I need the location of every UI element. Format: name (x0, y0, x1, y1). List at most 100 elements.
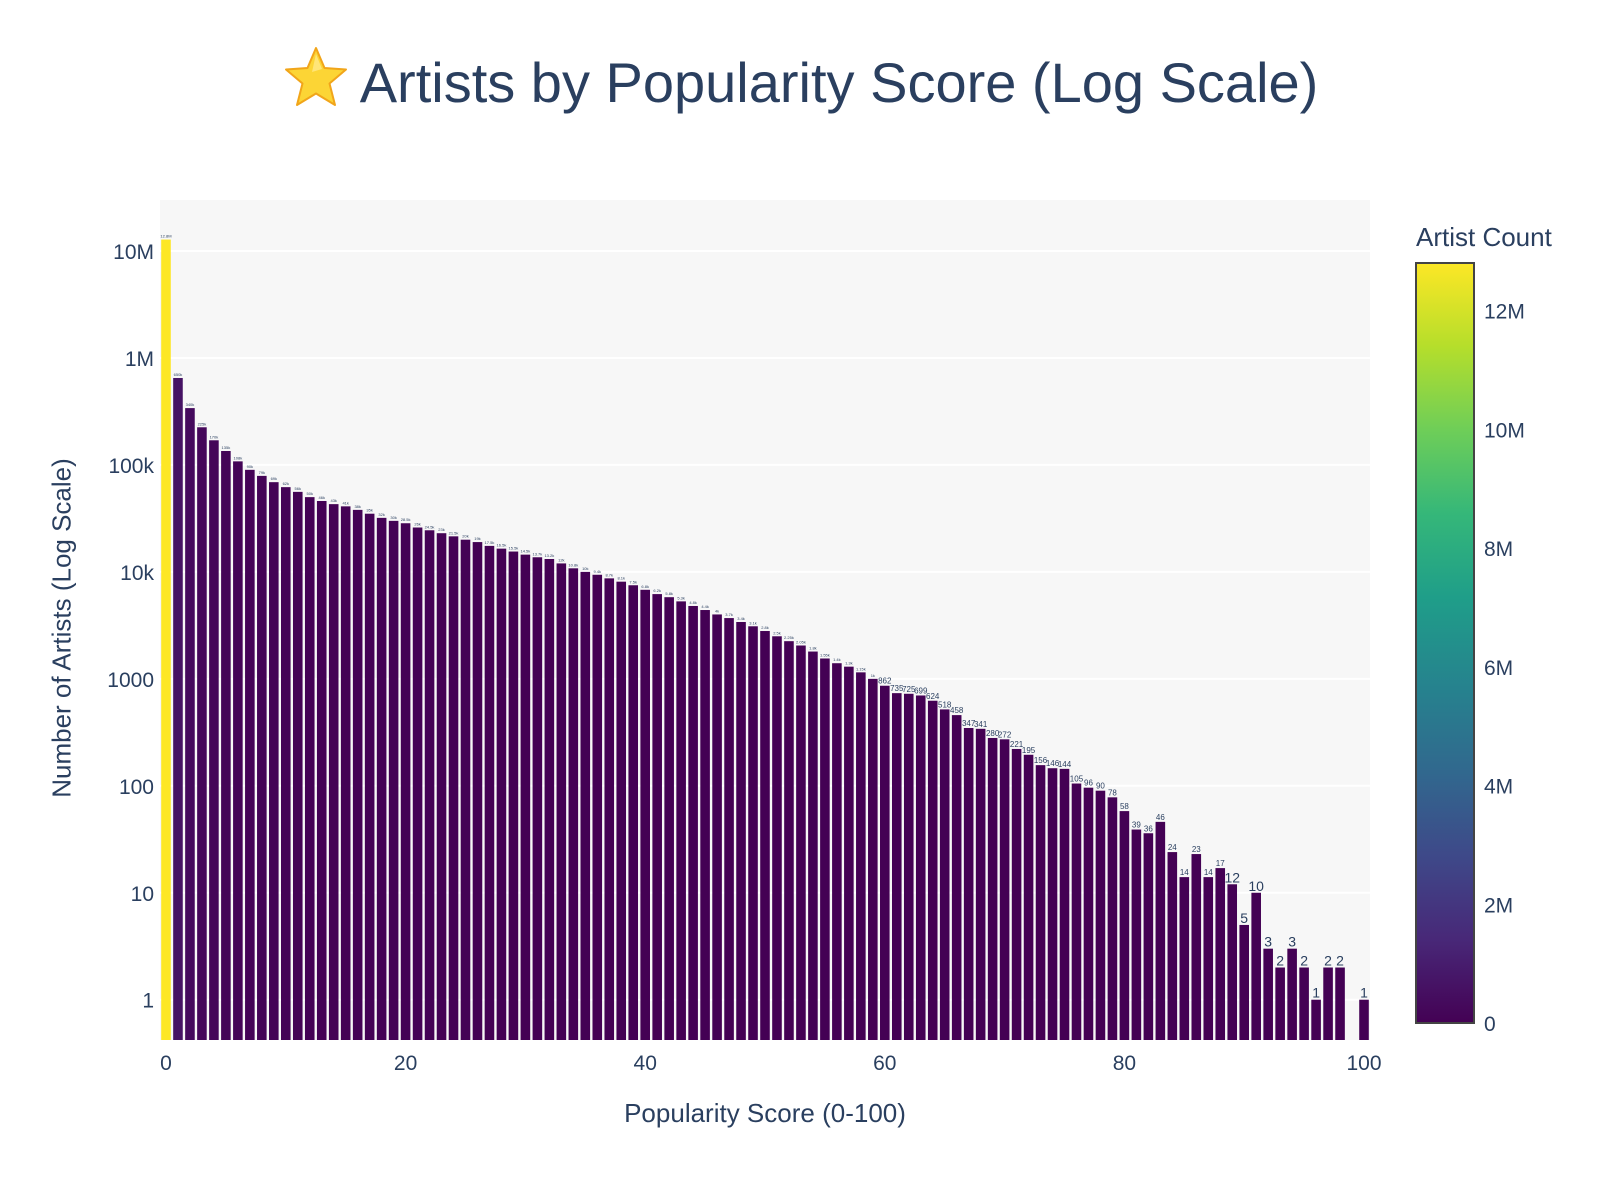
bar[interactable] (832, 663, 842, 1040)
bar[interactable] (412, 527, 423, 1040)
bar[interactable] (1167, 852, 1178, 1040)
bar[interactable] (448, 536, 459, 1040)
bar[interactable] (544, 558, 555, 1040)
bar[interactable] (796, 645, 806, 1040)
bar[interactable] (1155, 821, 1166, 1040)
bar[interactable] (784, 641, 794, 1040)
bar[interactable] (1359, 999, 1369, 1040)
bar[interactable] (1263, 948, 1273, 1040)
bar[interactable] (1191, 854, 1202, 1040)
bar[interactable] (999, 739, 1010, 1040)
bar[interactable] (975, 728, 986, 1040)
bar[interactable] (580, 571, 591, 1040)
bar[interactable] (1047, 768, 1058, 1040)
bar[interactable] (1227, 884, 1238, 1040)
bar[interactable] (161, 239, 171, 1040)
bar[interactable] (592, 574, 603, 1040)
bar[interactable] (1071, 783, 1082, 1040)
bar[interactable] (915, 695, 926, 1040)
bar[interactable] (1059, 768, 1070, 1040)
bar[interactable] (712, 614, 722, 1040)
bar[interactable] (173, 377, 183, 1040)
bar[interactable] (616, 581, 627, 1040)
bar[interactable] (748, 626, 758, 1040)
bar[interactable] (951, 715, 962, 1040)
bar[interactable] (700, 610, 710, 1040)
bar[interactable] (1215, 868, 1226, 1040)
bar[interactable] (1203, 877, 1214, 1040)
bar[interactable] (185, 408, 195, 1040)
bar[interactable] (364, 513, 375, 1040)
bar[interactable] (281, 487, 291, 1040)
bars[interactable] (161, 239, 1369, 1041)
bar[interactable] (233, 461, 243, 1040)
bar[interactable] (424, 530, 435, 1040)
bar[interactable] (1179, 877, 1190, 1040)
bar[interactable] (652, 594, 662, 1040)
bar[interactable] (388, 520, 399, 1040)
bar[interactable] (257, 475, 267, 1040)
bar[interactable] (604, 578, 615, 1040)
bar[interactable] (304, 497, 315, 1041)
bar[interactable] (820, 658, 830, 1040)
bar[interactable] (245, 469, 255, 1040)
bar[interactable] (927, 700, 938, 1040)
bar[interactable] (760, 631, 770, 1040)
bar[interactable] (903, 693, 914, 1040)
bar[interactable] (1107, 797, 1118, 1040)
bar[interactable] (221, 450, 231, 1040)
bar[interactable] (197, 427, 207, 1040)
bar[interactable] (891, 693, 902, 1040)
bar[interactable] (1083, 787, 1094, 1040)
bar[interactable] (772, 636, 782, 1040)
bar[interactable] (724, 618, 734, 1040)
bar[interactable] (1119, 811, 1130, 1040)
bar[interactable] (496, 548, 507, 1040)
bar[interactable] (508, 551, 519, 1040)
bar[interactable] (1299, 967, 1309, 1040)
bar[interactable] (472, 542, 483, 1040)
bar[interactable] (292, 491, 303, 1040)
bar[interactable] (1239, 924, 1249, 1040)
bar[interactable] (1335, 967, 1345, 1040)
bar[interactable] (856, 672, 866, 1040)
bar[interactable] (628, 585, 639, 1040)
bar[interactable] (532, 557, 543, 1040)
bar[interactable] (676, 601, 686, 1040)
bar[interactable] (400, 523, 411, 1040)
bar[interactable] (352, 509, 363, 1040)
bar[interactable] (556, 563, 567, 1040)
bar[interactable] (736, 622, 746, 1040)
bar[interactable] (376, 517, 387, 1040)
bar[interactable] (808, 651, 818, 1040)
bar[interactable] (1095, 790, 1106, 1040)
bar[interactable] (269, 482, 279, 1041)
bar[interactable] (436, 533, 447, 1040)
bar[interactable] (1011, 748, 1022, 1040)
bar[interactable] (1311, 999, 1321, 1040)
bar[interactable] (316, 501, 327, 1040)
bar[interactable] (1323, 967, 1333, 1040)
bar[interactable] (1035, 765, 1046, 1040)
bar[interactable] (844, 666, 854, 1040)
bar[interactable] (520, 554, 531, 1040)
bar[interactable] (868, 678, 878, 1040)
bar[interactable] (1287, 948, 1297, 1040)
bar[interactable] (664, 597, 674, 1040)
bar[interactable] (880, 685, 890, 1040)
bar[interactable] (460, 539, 471, 1040)
bar[interactable] (568, 568, 579, 1040)
bar[interactable] (640, 589, 650, 1040)
bar[interactable] (1251, 892, 1261, 1040)
bar[interactable] (688, 605, 698, 1040)
bar[interactable] (1143, 833, 1154, 1040)
bar[interactable] (987, 737, 998, 1040)
bar[interactable] (340, 506, 351, 1041)
bar[interactable] (209, 440, 219, 1040)
bar[interactable] (963, 728, 974, 1040)
bar[interactable] (484, 545, 495, 1040)
bar[interactable] (1131, 829, 1142, 1040)
bar[interactable] (1023, 754, 1034, 1040)
bar[interactable] (1275, 967, 1285, 1040)
bar[interactable] (328, 504, 339, 1041)
